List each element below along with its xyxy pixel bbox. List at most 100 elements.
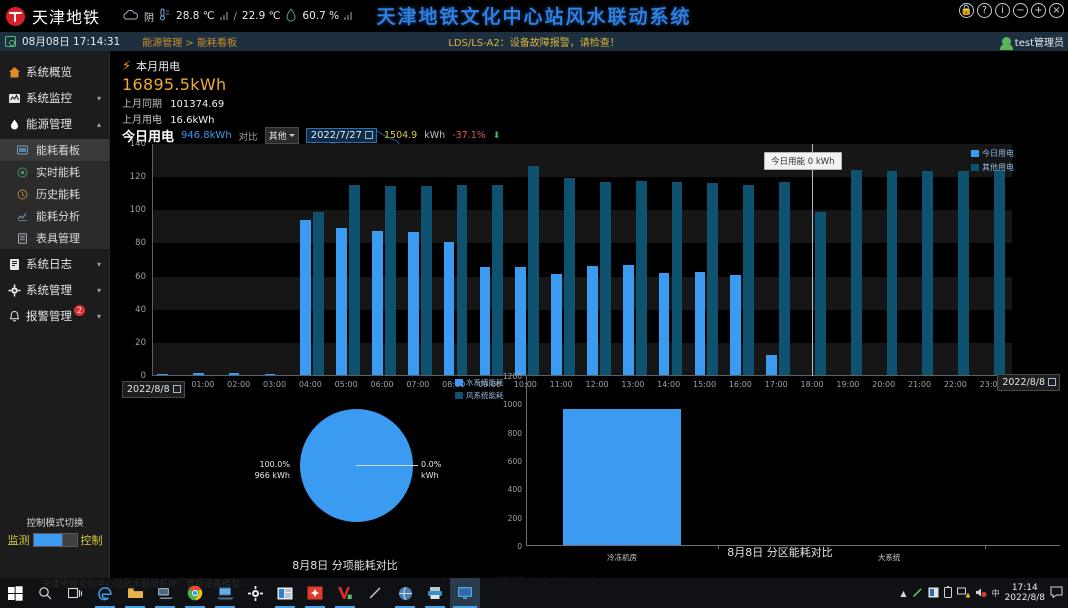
bar-今日用电-11:00[interactable] xyxy=(551,273,562,376)
app-printer-icon[interactable] xyxy=(420,578,450,608)
bar-今日用电-12:00[interactable] xyxy=(587,265,598,376)
taskview-icon[interactable] xyxy=(60,578,90,608)
action-center-icon[interactable] xyxy=(1050,586,1063,600)
compare-type-select[interactable]: 其他 xyxy=(264,127,299,144)
chrome-icon[interactable] xyxy=(180,578,210,608)
control-mode-toggle[interactable] xyxy=(32,533,78,547)
tray-app-icon[interactable] xyxy=(928,587,939,600)
zone-bar-冷冻机房[interactable] xyxy=(563,409,681,546)
sidebar-item-monitor[interactable]: 系统监控 ▾ xyxy=(0,85,109,111)
settings-icon[interactable] xyxy=(240,578,270,608)
bar-其他用电-10:00[interactable] xyxy=(528,166,539,376)
user-account[interactable]: test管理员 xyxy=(999,34,1064,50)
bar-今日用电-05:00[interactable] xyxy=(336,227,347,376)
close-icon[interactable]: × xyxy=(1049,3,1064,18)
bar-今日用电-16:00[interactable] xyxy=(730,274,742,376)
app-window-icon[interactable] xyxy=(270,578,300,608)
bar-其他用电-22:00[interactable] xyxy=(958,170,969,376)
bar-其他用电-08:00[interactable] xyxy=(456,185,468,376)
bar-其他用电-12:00[interactable] xyxy=(599,182,611,376)
bar-今日用电-00:00[interactable] xyxy=(157,373,168,376)
lower-chart-legend[interactable]: 水系统能耗 风系统能耗 xyxy=(455,377,504,403)
bar-其他用电-14:00[interactable] xyxy=(671,182,683,376)
bar-其他用电-11:00[interactable] xyxy=(564,177,575,376)
sidebar-subitem-analysis[interactable]: 能耗分析 xyxy=(0,205,109,227)
bar-今日用电-02:00[interactable] xyxy=(228,373,240,376)
tray-chevron-icon[interactable]: ▲ xyxy=(900,588,907,598)
bar-其他用电-20:00[interactable] xyxy=(886,170,898,376)
minimize-icon[interactable]: − xyxy=(1013,3,1028,18)
sidebar-item-energy[interactable]: 能源管理 ▴ xyxy=(0,111,109,137)
start-icon[interactable] xyxy=(0,578,30,608)
network-icon[interactable] xyxy=(150,578,180,608)
sidebar-item-overview[interactable]: 系统概览 xyxy=(0,59,109,85)
bar-其他用电-15:00[interactable] xyxy=(707,182,719,376)
lock-icon[interactable]: 🔒 xyxy=(959,3,974,18)
bar-今日用电-09:00[interactable] xyxy=(479,266,491,376)
sidebar-subitem-meter[interactable]: 表具管理 xyxy=(0,227,109,249)
app-monitor-icon[interactable] xyxy=(450,578,480,608)
compare-date-input[interactable]: 2022/7/27 xyxy=(305,128,377,143)
x-tick-label: 23:00 xyxy=(979,380,1003,389)
bar-今日用电-04:00[interactable] xyxy=(300,219,312,376)
sidebar-item-sysadmin[interactable]: 系统管理 ▾ xyxy=(0,277,109,303)
legend-item-今日用电[interactable]: 今日用电 xyxy=(971,148,1014,159)
bar-其他用电-07:00[interactable] xyxy=(420,186,432,376)
app-globe-icon[interactable] xyxy=(390,578,420,608)
legend-air-label: 风系统能耗 xyxy=(466,391,504,400)
tray-battery-icon[interactable] xyxy=(943,586,952,600)
remote-desktop-icon[interactable] xyxy=(210,578,240,608)
humidity-drop-icon xyxy=(285,7,297,25)
bar-今日用电-10:00[interactable] xyxy=(515,267,527,376)
tray-volume-icon[interactable] xyxy=(975,587,987,600)
signal-bars-icon xyxy=(219,12,229,20)
explorer-icon[interactable] xyxy=(120,578,150,608)
bar-其他用电-16:00[interactable] xyxy=(743,185,754,376)
tray-ime-indicator[interactable]: 中 xyxy=(991,588,1000,598)
sidebar-item-logs[interactable]: 系统日志 ▾ xyxy=(0,251,109,277)
app-pen-icon[interactable] xyxy=(360,578,390,608)
bar-其他用电-04:00[interactable] xyxy=(313,212,324,376)
bar-今日用电-15:00[interactable] xyxy=(694,272,706,376)
breadcrumb[interactable]: 能源管理 > 能耗看板 xyxy=(142,38,237,49)
sidebar-subitem-realtime[interactable]: 实时能耗 xyxy=(0,161,109,183)
weather-condition: 阴 xyxy=(144,12,155,24)
bar-其他用电-23:00[interactable] xyxy=(994,169,1005,376)
maximize-icon[interactable]: + xyxy=(1031,3,1046,18)
bar-今日用电-01:00[interactable] xyxy=(192,373,204,376)
bar-今日用电-08:00[interactable] xyxy=(443,242,455,376)
bar-今日用电-13:00[interactable] xyxy=(622,264,634,376)
help-icon[interactable]: ? xyxy=(977,3,992,18)
chart-legend[interactable]: 今日用电 其他用电 xyxy=(971,148,1014,176)
hover-marker-line xyxy=(812,144,814,376)
bar-其他用电-05:00[interactable] xyxy=(349,185,360,376)
y-tick-label: 100 xyxy=(129,205,146,216)
sidebar-subitem-dashboard[interactable]: 能耗看板 xyxy=(0,139,109,161)
taskbar-clock[interactable]: 17:14 2022/8/8 xyxy=(1005,583,1045,603)
bar-其他用电-18:00[interactable] xyxy=(814,212,826,376)
sidebar-item-alarms[interactable]: 报警管理 2 ▾ xyxy=(0,303,109,329)
bar-今日用电-07:00[interactable] xyxy=(407,231,419,376)
edge-icon[interactable] xyxy=(90,578,120,608)
bar-今日用电-06:00[interactable] xyxy=(372,231,383,376)
legend-item-其他用电[interactable]: 其他用电 xyxy=(971,162,1014,173)
bar-其他用电-19:00[interactable] xyxy=(850,169,862,376)
bar-其他用电-09:00[interactable] xyxy=(492,184,504,376)
bar-其他用电-06:00[interactable] xyxy=(384,185,396,376)
bar-其他用电-21:00[interactable] xyxy=(922,171,934,376)
search-icon[interactable] xyxy=(30,578,60,608)
info-icon[interactable]: i xyxy=(995,3,1010,18)
tray-network-warning-icon[interactable] xyxy=(956,587,971,600)
zone-chart-date-picker[interactable]: 2022/8/8 xyxy=(997,374,1060,391)
tray-pen-icon[interactable] xyxy=(912,587,923,600)
zone-y-tick-label: 1000 xyxy=(502,400,522,410)
app-red-icon[interactable] xyxy=(300,578,330,608)
bar-其他用电-17:00[interactable] xyxy=(779,181,790,376)
meter-icon xyxy=(16,232,29,244)
main-chart-date-picker[interactable]: 2022/8/8 xyxy=(122,381,185,398)
bar-今日用电-14:00[interactable] xyxy=(658,272,670,376)
sidebar-subitem-history[interactable]: 历史能耗 xyxy=(0,183,109,205)
app-v2-icon[interactable]: 2 xyxy=(330,578,360,608)
bar-今日用电-17:00[interactable] xyxy=(766,355,777,376)
bar-其他用电-13:00[interactable] xyxy=(635,181,647,376)
